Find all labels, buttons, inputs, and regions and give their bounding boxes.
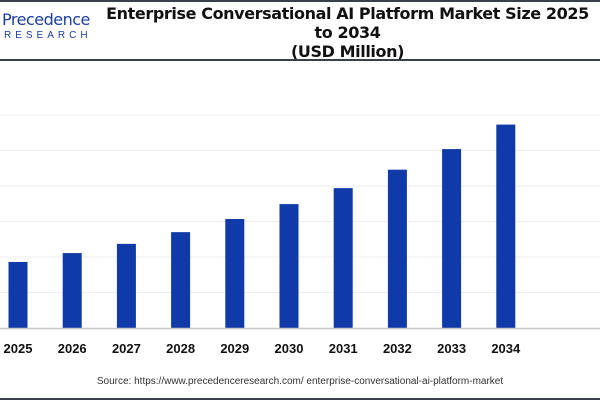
x-tick-label: 2025 bbox=[4, 341, 33, 356]
logo-text: Precedence bbox=[2, 10, 90, 29]
bottom-border bbox=[0, 398, 600, 400]
x-tick-label: 2031 bbox=[329, 341, 358, 356]
title-line-1: Enterprise Conversational AI Platform Ma… bbox=[106, 4, 589, 42]
top-border bbox=[0, 0, 600, 2]
bar-2031 bbox=[333, 188, 353, 328]
logo: Precedence RESEARCH bbox=[2, 10, 92, 42]
bar-2032 bbox=[387, 169, 407, 328]
bar-2025 bbox=[8, 261, 28, 328]
x-tick-label: 2026 bbox=[58, 341, 87, 356]
x-tick-label: 2028 bbox=[166, 341, 195, 356]
logo-subtext: RESEARCH bbox=[4, 30, 92, 41]
x-tick-label: 2029 bbox=[220, 341, 249, 356]
title-line-2: (USD Million) bbox=[290, 42, 405, 61]
x-tick-label: 2030 bbox=[275, 341, 304, 356]
x-tick-label: 2033 bbox=[437, 341, 466, 356]
chart-title: Enterprise Conversational AI Platform Ma… bbox=[100, 4, 595, 61]
bar-2033 bbox=[442, 149, 462, 328]
bar-2026 bbox=[62, 253, 82, 328]
bar-2029 bbox=[225, 219, 245, 328]
bar-2028 bbox=[171, 232, 191, 328]
bar-2030 bbox=[279, 204, 299, 328]
bar-2034 bbox=[496, 124, 516, 329]
x-tick-label: 2027 bbox=[112, 341, 141, 356]
header-divider bbox=[0, 59, 600, 61]
bar-2027 bbox=[116, 243, 136, 328]
source-text: Source: https://www.precedenceresearch.c… bbox=[96, 376, 504, 387]
x-tick-label: 2032 bbox=[383, 341, 412, 356]
x-tick-label: 2034 bbox=[491, 341, 521, 356]
